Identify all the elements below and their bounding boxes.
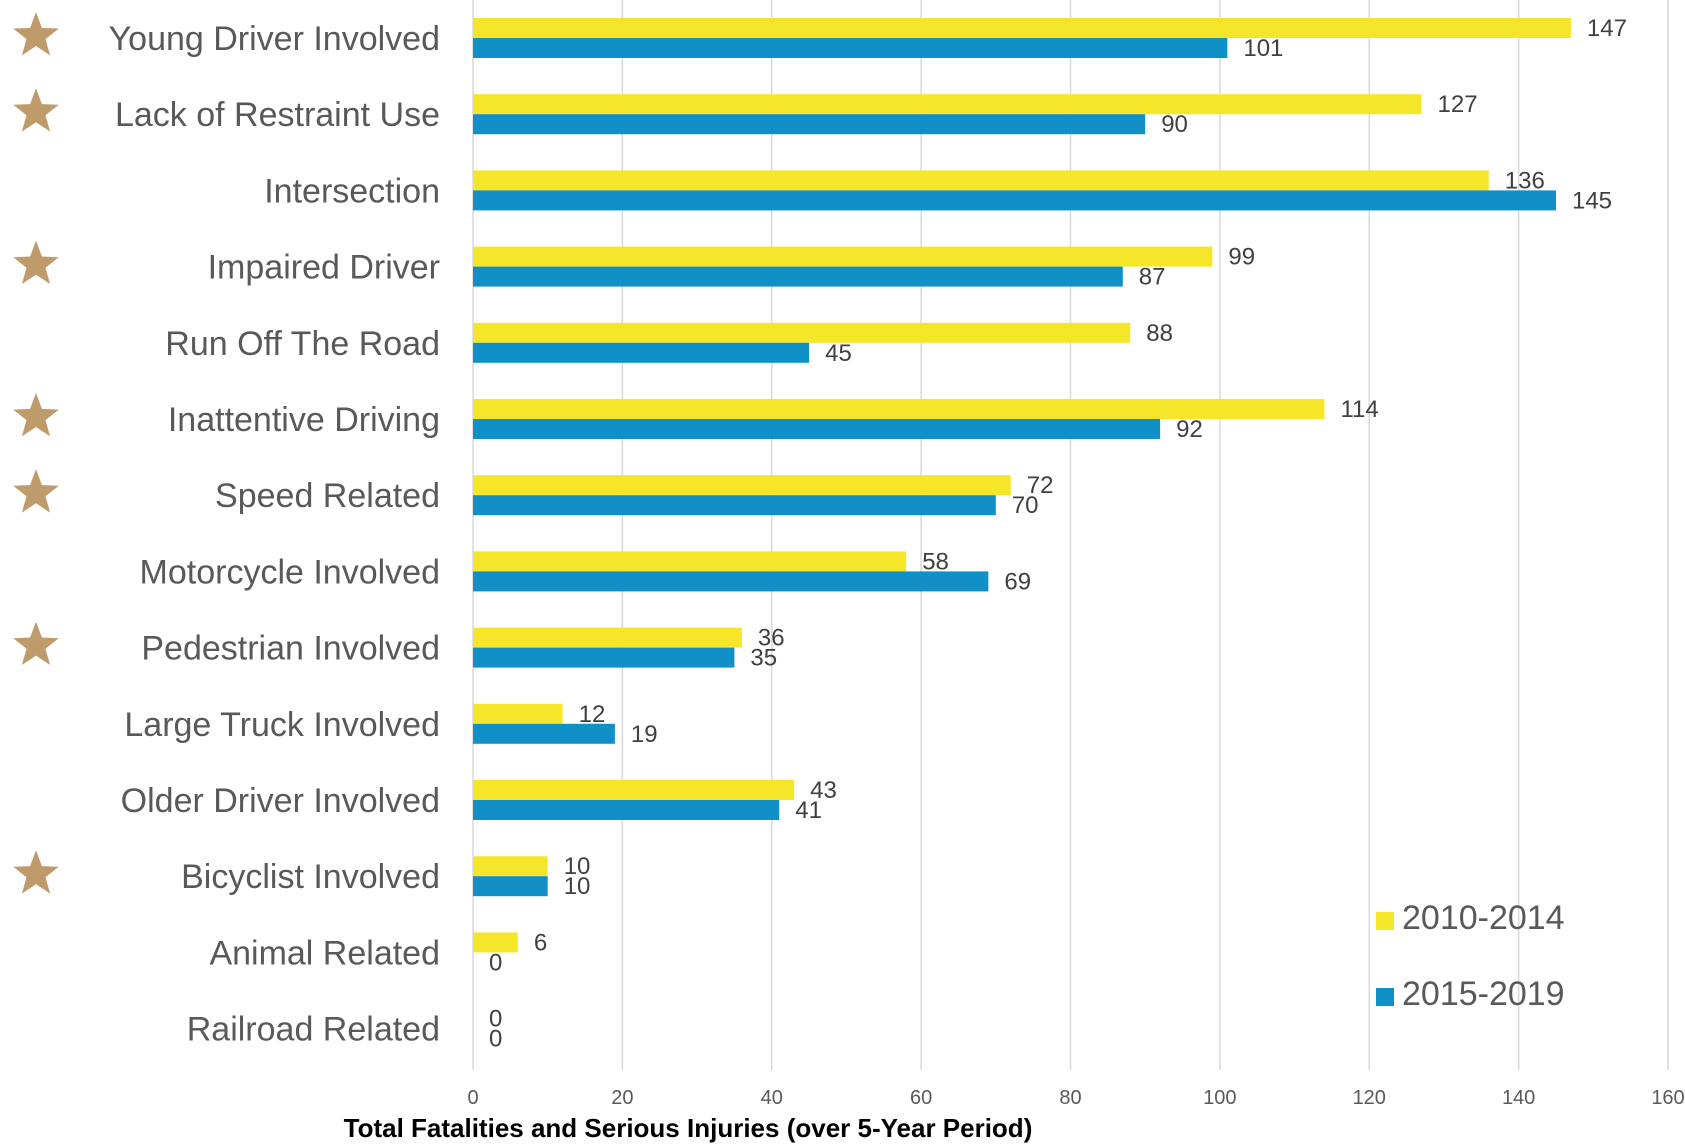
data-label: 41 <box>795 797 822 824</box>
category-label: Impaired Driver <box>208 249 440 287</box>
bar-series-2015-2019 <box>473 495 996 516</box>
data-label: 70 <box>1012 492 1039 519</box>
category-label: Inattentive Driving <box>168 401 440 439</box>
data-label: 10 <box>564 853 591 880</box>
data-label: 12 <box>579 701 606 728</box>
data-label: 0 <box>489 1006 502 1033</box>
bars <box>473 18 1571 953</box>
legend-swatch <box>1376 988 1394 1006</box>
bar-series-2010-2014 <box>473 475 1011 496</box>
data-label: 6 <box>534 929 547 956</box>
data-label: 0 <box>489 949 502 976</box>
legend: 2010-2014 2015-2019 <box>1376 899 1565 1013</box>
data-label: 88 <box>1146 320 1173 347</box>
category-label: Pedestrian Involved <box>141 630 440 668</box>
category-label: Large Truck Involved <box>124 706 440 744</box>
bar-series-2015-2019 <box>473 266 1123 287</box>
bar-series-2010-2014 <box>473 551 907 572</box>
data-label: 99 <box>1228 244 1255 271</box>
data-label: 36 <box>758 625 785 652</box>
data-label: 58 <box>922 548 949 575</box>
x-tick-label: 0 <box>467 1087 478 1109</box>
star-icon <box>13 12 59 56</box>
data-label: 136 <box>1505 167 1545 194</box>
data-label: 92 <box>1176 416 1203 443</box>
category-label: Run Off The Road <box>165 325 440 363</box>
data-label: 87 <box>1139 264 1166 291</box>
data-label: 35 <box>750 645 777 672</box>
x-tick-label: 60 <box>910 1087 932 1109</box>
bar-series-2010-2014 <box>473 856 548 877</box>
legend-label: 2010-2014 <box>1402 899 1565 937</box>
legend-swatch <box>1376 912 1394 930</box>
data-label: 147 <box>1587 15 1627 42</box>
legend-label: 2015-2019 <box>1402 975 1565 1013</box>
bar-series-2010-2014 <box>473 399 1325 419</box>
x-tick-label: 100 <box>1203 1087 1236 1109</box>
category-label: Lack of Restraint Use <box>115 96 440 134</box>
bar-series-2015-2019 <box>473 647 735 668</box>
category-label: Motorcycle Involved <box>140 553 440 591</box>
x-tick-label: 80 <box>1059 1087 1081 1109</box>
x-tick-label: 120 <box>1353 1087 1386 1109</box>
bar-series-2015-2019 <box>473 419 1161 439</box>
bar-series-2010-2014 <box>473 18 1571 38</box>
star-icon <box>13 469 59 513</box>
bar-series-2015-2019 <box>473 571 989 592</box>
x-tick-label: 40 <box>761 1087 783 1109</box>
star-icon <box>13 621 59 665</box>
data-label: 69 <box>1004 568 1031 595</box>
data-label: 0 <box>489 1026 502 1053</box>
category-label: Bicyclist Involved <box>181 858 440 896</box>
category-label: Young Driver Involved <box>109 20 440 58</box>
data-label: 10 <box>564 873 591 900</box>
star-icon <box>13 88 59 132</box>
bar-series-2010-2014 <box>473 170 1489 191</box>
bar-series-2015-2019 <box>473 800 780 820</box>
bar-series-2010-2014 <box>473 703 563 724</box>
bar-series-2010-2014 <box>473 780 795 800</box>
bar-series-2010-2014 <box>473 627 742 648</box>
data-label: 90 <box>1161 111 1188 138</box>
x-tick-label: 160 <box>1651 1087 1684 1109</box>
bar-series-2010-2014 <box>473 94 1422 115</box>
x-axis-title: Total Fatalities and Serious Injuries (o… <box>344 1113 1033 1143</box>
x-tick-label: 20 <box>611 1087 633 1109</box>
data-label: 145 <box>1572 187 1612 214</box>
category-label: Older Driver Involved <box>121 782 440 820</box>
data-label: 127 <box>1438 91 1478 118</box>
bar-series-2015-2019 <box>473 114 1146 135</box>
data-label: 45 <box>825 340 852 367</box>
star-icon <box>13 850 59 894</box>
category-label: Intersection <box>264 172 440 210</box>
bar-series-2015-2019 <box>473 876 548 897</box>
data-label: 43 <box>810 777 837 804</box>
data-label: 101 <box>1243 35 1283 62</box>
star-icon <box>13 393 59 437</box>
star-icon <box>13 240 59 284</box>
bar-series-2015-2019 <box>473 190 1556 211</box>
bar-series-2010-2014 <box>473 246 1213 267</box>
category-label: Railroad Related <box>187 1011 440 1049</box>
bar-series-2015-2019 <box>473 38 1228 58</box>
bar-series-2015-2019 <box>473 723 615 744</box>
bar-series-2010-2014 <box>473 932 518 953</box>
category-label: Animal Related <box>209 934 440 972</box>
x-tick-label: 140 <box>1502 1087 1535 1109</box>
data-label: 72 <box>1027 472 1054 499</box>
data-label: 19 <box>631 721 658 748</box>
bar-series-2010-2014 <box>473 322 1131 343</box>
category-label: Speed Related <box>215 477 440 515</box>
bar-series-2015-2019 <box>473 342 810 363</box>
data-label: 114 <box>1340 396 1378 423</box>
